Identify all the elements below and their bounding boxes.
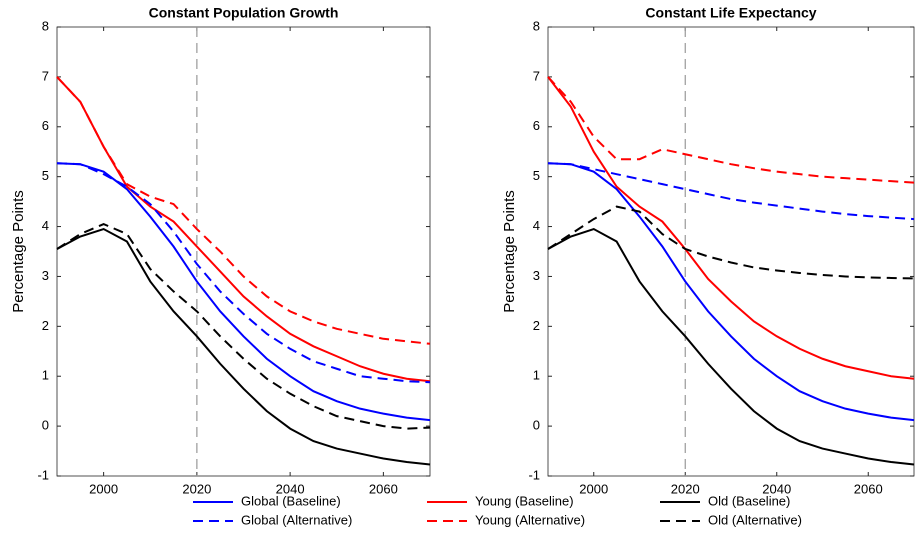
chart-title: Constant Population Growth	[149, 5, 339, 21]
y-tick-label: -1	[528, 467, 540, 482]
series-line	[547, 227, 915, 466]
x-tick-label: 2020	[182, 481, 211, 496]
legend-label: Old (Baseline)	[708, 493, 790, 508]
y-tick-label: 2	[533, 318, 540, 333]
series-line	[547, 76, 915, 184]
series-line	[56, 227, 431, 466]
y-tick-label: 1	[42, 368, 49, 383]
plot-frame	[547, 26, 915, 477]
y-tick-label: 5	[42, 168, 49, 183]
x-tick-label: 2000	[89, 481, 118, 496]
x-tick-label: 2040	[762, 481, 791, 496]
y-tick-label: 7	[42, 68, 49, 83]
legend-label: Old (Alternative)	[708, 512, 802, 527]
x-tick-label: 2060	[854, 481, 883, 496]
x-tick-label: 2020	[671, 481, 700, 496]
y-tick-label: 4	[42, 218, 49, 233]
y-tick-label: 0	[533, 418, 540, 433]
series-line	[56, 76, 431, 345]
y-tick-label: 3	[42, 268, 49, 283]
legend-label: Young (Baseline)	[475, 493, 574, 508]
y-tick-label: 3	[533, 268, 540, 283]
x-tick-label: 2060	[369, 481, 398, 496]
x-tick-label: 2040	[276, 481, 305, 496]
series-line	[547, 205, 915, 280]
x-tick-label: 2000	[579, 481, 608, 496]
y-tick-label: 6	[533, 118, 540, 133]
y-tick-label: -1	[37, 467, 49, 482]
series-line	[547, 162, 915, 422]
y-axis-label: Percentage Points	[10, 190, 27, 313]
y-tick-label: 0	[42, 418, 49, 433]
y-tick-label: 8	[533, 18, 540, 33]
series-line	[56, 162, 431, 422]
y-axis-label: Percentage Points	[501, 190, 518, 313]
legend-label: Global (Baseline)	[241, 493, 341, 508]
chart-title: Constant Life Expectancy	[645, 5, 816, 21]
y-tick-label: 4	[533, 218, 540, 233]
y-tick-label: 2	[42, 318, 49, 333]
y-tick-label: 6	[42, 118, 49, 133]
y-tick-label: 1	[533, 368, 540, 383]
legend-label: Young (Alternative)	[475, 512, 585, 527]
y-tick-label: 5	[533, 168, 540, 183]
series-line	[547, 76, 915, 380]
series-line	[56, 162, 431, 384]
legend-label: Global (Alternative)	[241, 512, 352, 527]
series-line	[547, 162, 915, 221]
y-tick-label: 8	[42, 18, 49, 33]
plot-frame	[56, 26, 431, 477]
series-line	[56, 222, 431, 430]
y-tick-label: 7	[533, 68, 540, 83]
